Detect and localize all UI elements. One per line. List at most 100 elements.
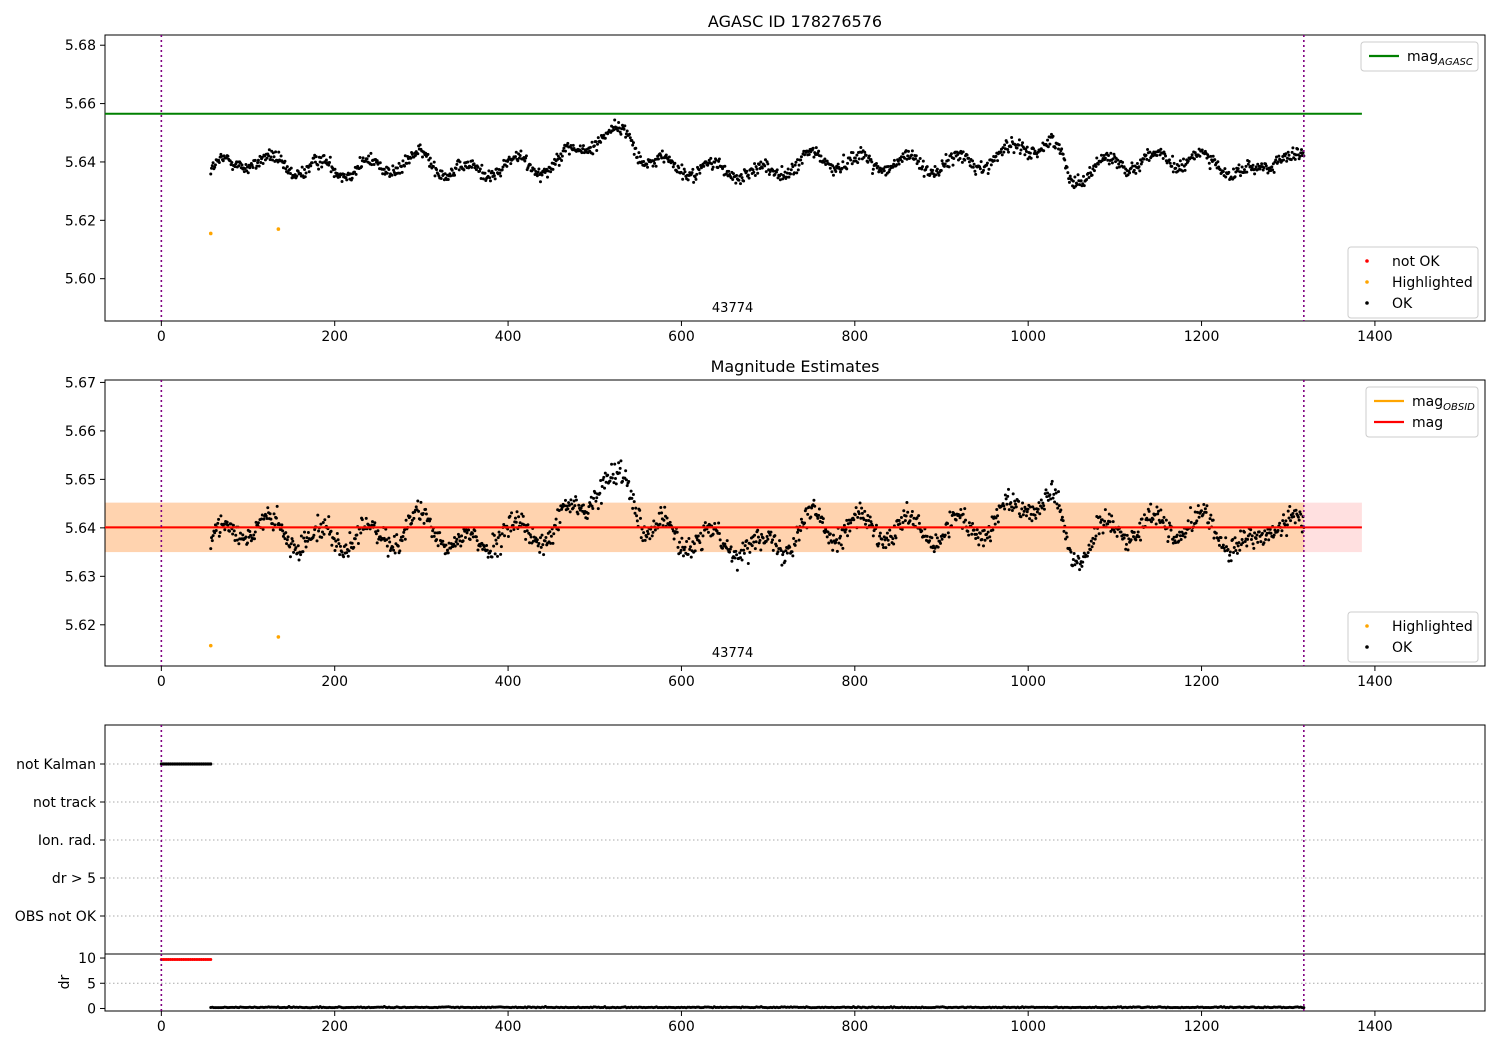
ok-point [687,536,691,540]
ok-point [901,152,905,156]
ok-point [561,149,565,153]
ok-point [488,176,492,180]
ok-point [989,163,993,167]
ok-point [745,539,749,543]
ok-point [799,517,803,521]
ok-point [869,157,873,161]
panel-magnitude-title: Magnitude Estimates [711,357,880,376]
ok-point [432,160,436,164]
ok-point [787,175,791,179]
ok-point [304,171,308,175]
ok-point [438,531,442,535]
ok-point [1284,519,1288,523]
ok-point [292,543,296,547]
ok-point [596,136,600,140]
ok-point [322,153,326,157]
ok-point [650,534,654,538]
ok-point [1010,136,1014,140]
ok-point [364,516,368,520]
ok-point [1135,162,1139,166]
ok-point [346,554,350,558]
ok-point [456,532,460,536]
ok-point [621,479,625,483]
ok-point [778,539,782,543]
ok-point [972,528,976,532]
ok-point [1158,153,1162,157]
ok-point [537,542,541,546]
ok-point [500,168,504,172]
ok-point [1240,165,1244,169]
ok-point [1117,165,1121,169]
ok-point [1124,547,1128,551]
ok-point [449,174,453,178]
ok-point [937,173,941,177]
ok-point [1208,517,1212,521]
ok-point [237,542,241,546]
ok-point [525,529,529,533]
ok-point [795,171,799,175]
ok-point [1075,182,1079,186]
ok-point [473,529,477,533]
ok-point [864,522,868,526]
ok-point [517,515,521,519]
ok-point [791,165,795,169]
ok-point [218,530,222,534]
ok-point [1063,158,1067,162]
ok-point [1087,176,1091,180]
ok-point [867,154,871,158]
ok-point [458,539,462,543]
ok-point [642,159,646,163]
ok-point [963,158,967,162]
ok-point [723,542,727,546]
ok-point [878,534,882,538]
ok-point [286,171,290,175]
ok-point [267,148,271,152]
ok-point [599,140,603,144]
ok-point [1117,162,1121,166]
ok-point [1144,153,1148,157]
ok-point [372,523,376,527]
ok-point [532,167,536,171]
ok-point [1242,530,1246,534]
ok-point [387,536,391,540]
ok-point [1107,162,1111,166]
ok-point [771,169,775,173]
ok-point [1222,546,1226,550]
ok-point [897,162,901,166]
ok-point [519,149,523,153]
ok-point [995,508,999,512]
ok-point [866,160,870,164]
ok-point [646,532,650,536]
ok-point [834,170,838,174]
ok-point [891,537,895,541]
ok-point [796,158,800,162]
ok-point [1260,531,1264,535]
ok-point [1020,507,1024,511]
ok-point [1102,153,1106,157]
ok-point [925,534,929,538]
x-tick-label: 0 [157,1019,166,1035]
ok-point [231,523,235,527]
ok-point [540,173,544,177]
ok-point [269,517,273,521]
ok-point [1170,164,1174,168]
ok-point [536,544,540,548]
ok-point [1030,519,1034,523]
ok-point [315,539,319,543]
ok-point [746,173,750,177]
ok-point [1031,505,1035,509]
ok-point [1108,520,1112,524]
ok-point [1155,153,1159,157]
ok-point [935,167,939,171]
ok-point [961,150,965,154]
ok-point [934,533,938,537]
ok-point [751,168,755,172]
ok-point [1227,559,1231,563]
ok-point [1046,491,1050,495]
ok-point [1237,541,1241,545]
ok-point [881,545,885,549]
ok-point [1216,160,1220,164]
ok-point [773,173,777,177]
ok-point [1064,531,1068,535]
ok-point [306,539,310,543]
